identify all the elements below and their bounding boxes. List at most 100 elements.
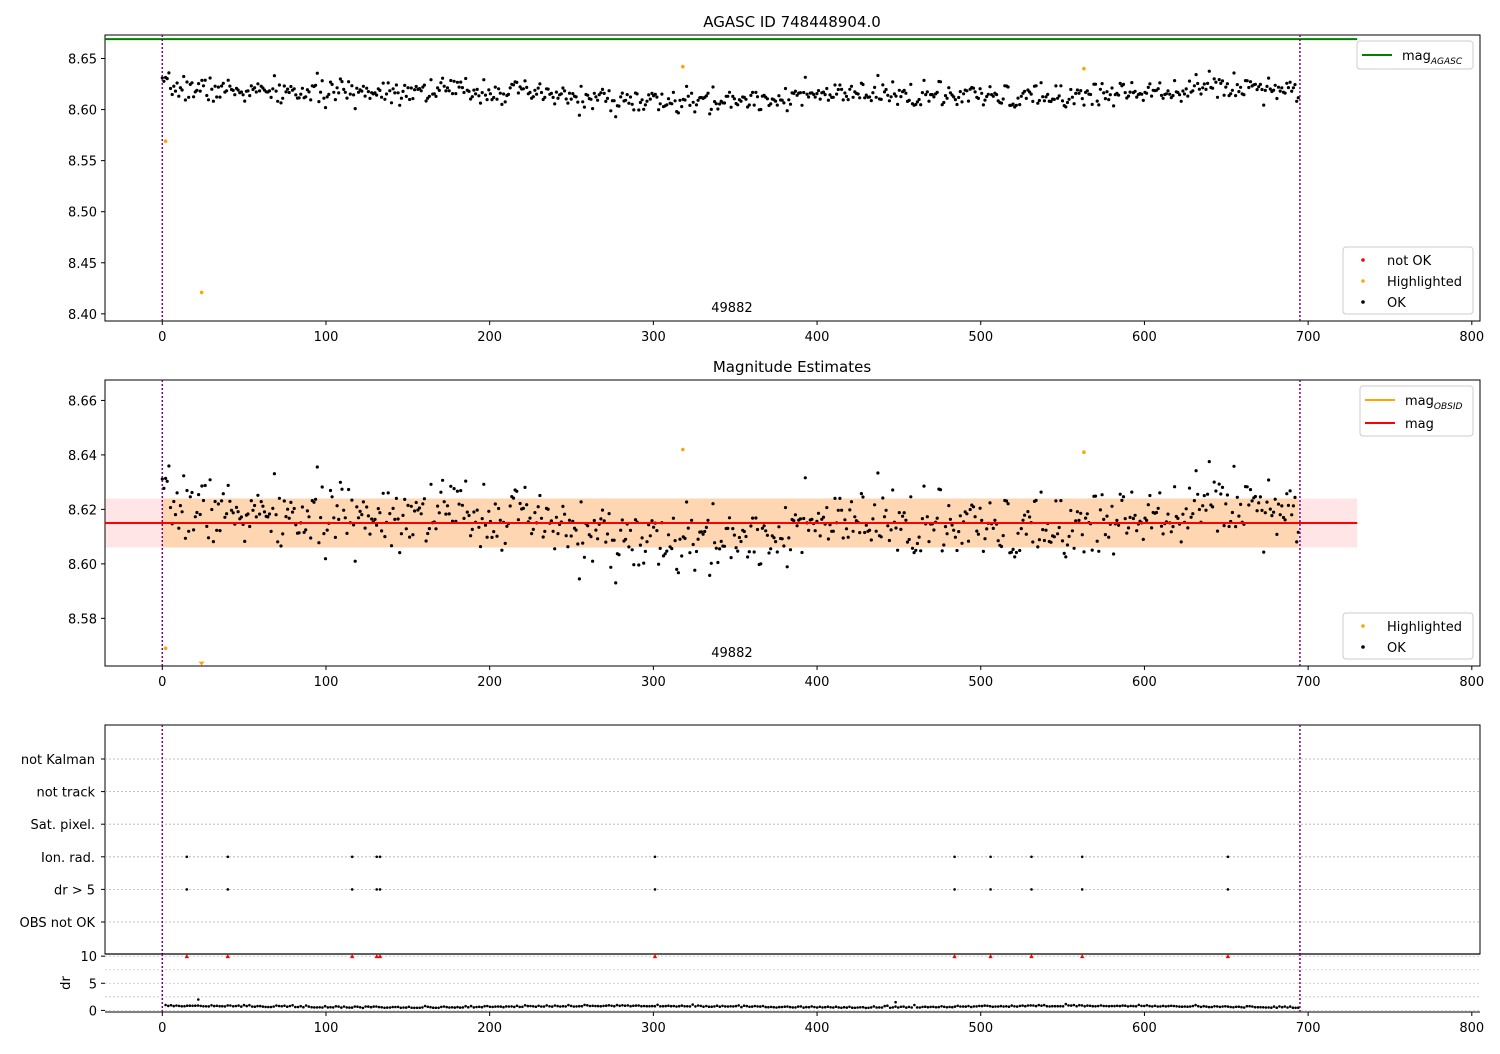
dr-point	[691, 1003, 694, 1006]
dr-point	[610, 1004, 613, 1008]
ok-point	[785, 109, 789, 113]
ok-point	[991, 526, 995, 531]
ok-point	[764, 529, 768, 533]
ok-point	[1143, 516, 1147, 520]
dr-point	[245, 1004, 248, 1008]
ok-point	[469, 97, 473, 101]
ok-point	[343, 516, 347, 520]
ok-point	[1156, 87, 1160, 91]
ok-point	[208, 76, 212, 80]
ok-point	[1280, 504, 1284, 508]
dr-point	[653, 1004, 657, 1008]
ok-point	[617, 553, 621, 557]
ok-point	[1077, 518, 1081, 523]
ok-point	[1267, 478, 1271, 482]
dr-point	[221, 1004, 224, 1008]
dr-point	[1005, 1005, 1008, 1008]
y-axis-label: dr	[59, 976, 74, 990]
ok-point	[1257, 85, 1261, 89]
ok-point	[769, 547, 773, 551]
ok-point	[624, 537, 628, 541]
ok-point	[474, 92, 478, 96]
legend-label-subscript: AGASC	[1430, 57, 1463, 67]
ok-point	[216, 502, 220, 506]
ok-point	[818, 534, 822, 538]
flag-row-label: not Kalman	[21, 753, 95, 768]
dr-point	[1061, 1005, 1065, 1008]
x-tick-label: 400	[805, 675, 830, 690]
ok-point	[945, 96, 949, 100]
ok-point	[406, 86, 410, 90]
dr-point	[431, 1006, 435, 1009]
ok-point	[256, 82, 260, 86]
ok-point	[566, 101, 570, 105]
dr-point	[1191, 1004, 1195, 1008]
ok-point	[589, 97, 593, 101]
dr-point	[318, 1006, 322, 1009]
ok-point	[980, 518, 984, 523]
ok-point	[1082, 550, 1086, 554]
dr-point	[486, 1004, 489, 1008]
dr-point	[1015, 1005, 1019, 1008]
ok-point	[650, 91, 654, 95]
dr-point	[313, 1006, 316, 1009]
ok-point	[805, 92, 809, 96]
ok-point	[736, 103, 740, 107]
ok-point	[988, 85, 992, 89]
ok-point	[162, 486, 166, 490]
ok-point	[413, 509, 417, 513]
ok-point	[309, 98, 313, 102]
ok-point	[248, 524, 252, 529]
ok-point	[210, 507, 214, 512]
ok-point	[1268, 87, 1272, 91]
ok-point	[561, 86, 565, 90]
ok-point	[480, 517, 484, 521]
ok-point	[821, 515, 826, 519]
ok-point	[1006, 502, 1010, 506]
ok-point	[236, 88, 240, 92]
ok-point	[980, 91, 984, 95]
ok-point	[347, 487, 351, 492]
ok-point	[1141, 98, 1145, 102]
ok-point	[1090, 548, 1094, 552]
ok-point	[828, 93, 832, 97]
ok-point	[343, 90, 347, 94]
ok-point	[201, 84, 206, 88]
ok-point	[470, 95, 474, 99]
ok-point	[282, 84, 286, 88]
ok-point	[978, 506, 982, 510]
dr-point	[672, 1004, 676, 1008]
ok-point	[1120, 498, 1124, 502]
ok-point	[398, 551, 402, 555]
dr-point	[723, 1005, 727, 1008]
ok-point	[1041, 95, 1045, 99]
dr-point	[745, 1004, 749, 1008]
ok-point	[843, 91, 847, 95]
ok-point	[909, 82, 913, 86]
dr-point	[361, 1006, 365, 1010]
dr-point	[834, 1005, 838, 1008]
ok-point	[465, 510, 469, 514]
ok-point	[546, 507, 550, 511]
ok-point	[691, 542, 695, 547]
dr-point	[1078, 1003, 1081, 1007]
dr-point	[467, 1006, 470, 1009]
flag-row-label: not track	[36, 786, 95, 801]
ok-point	[345, 96, 349, 100]
ok-point	[1019, 527, 1023, 531]
ok-point	[1117, 523, 1121, 527]
dr-point	[894, 1005, 897, 1008]
ok-point	[617, 104, 621, 108]
dr-point	[591, 1004, 594, 1008]
ok-point	[1112, 552, 1116, 556]
ok-point	[592, 518, 596, 523]
dr-point	[1042, 1003, 1046, 1007]
ok-point	[920, 517, 925, 521]
ok-point	[1286, 86, 1290, 90]
ok-point	[518, 501, 522, 506]
flag-point	[989, 855, 992, 859]
ok-point	[478, 101, 483, 105]
dr-clipped-marker	[184, 953, 190, 959]
dr-point	[197, 998, 200, 1001]
dr-point	[875, 1006, 878, 1009]
